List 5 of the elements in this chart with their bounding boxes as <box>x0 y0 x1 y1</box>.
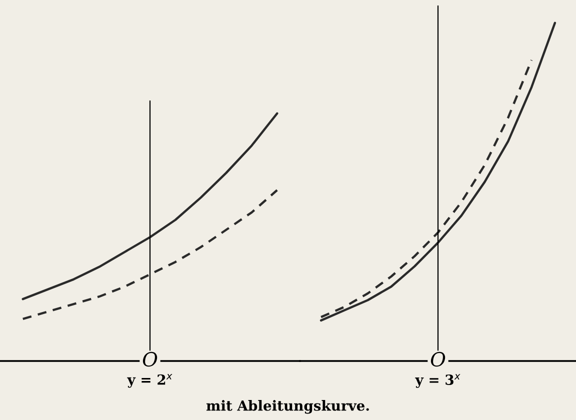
annotation: O <box>430 352 446 367</box>
text: mit Ableitungskurve. <box>206 400 369 414</box>
annotation: O <box>142 352 158 367</box>
x-axis-title: y = 2$^{x}$ <box>127 374 172 388</box>
x-axis-title: y = 3$^{x}$ <box>415 374 460 388</box>
